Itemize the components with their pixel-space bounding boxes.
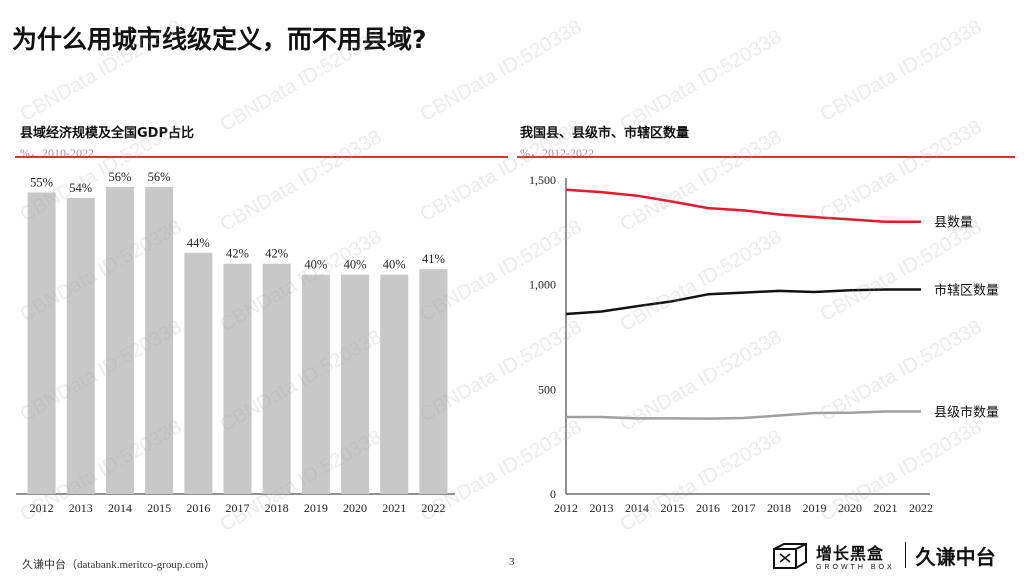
slide-title: 为什么用城市线级定义，而不用县域? — [12, 25, 427, 54]
line-x-tick-label: 2020 — [838, 501, 862, 515]
line-y-tick-label: 1,000 — [529, 278, 556, 292]
line-series-2 — [565, 288, 921, 316]
bar-value-label: 56% — [108, 170, 131, 184]
line-chart-title: 我国县、县级市、市辖区数量 — [520, 126, 690, 141]
page-number: 3 — [509, 556, 515, 568]
bar-2013 — [66, 197, 95, 494]
line-x-tick-label: 2012 — [554, 501, 578, 515]
line-x-tick-label: 2014 — [625, 501, 649, 515]
bar-chart-title: 县域经济规模及全国GDP占比 — [20, 126, 194, 141]
line-series-3 — [566, 410, 921, 420]
bar-x-tick-label: 2014 — [108, 501, 132, 515]
logo-separator — [904, 542, 906, 568]
bar-x-tick-label: 2021 — [382, 501, 406, 515]
bar-x-tick-label: 2017 — [226, 501, 250, 515]
bar-value-label: 56% — [148, 170, 171, 184]
line-series-label: 县级市数量 — [934, 405, 999, 421]
bar-value-label: 40% — [344, 258, 367, 272]
bar-value-label: 54% — [69, 181, 92, 195]
brand-logo: 增长黑盒 GROWTH BOX 久谦中台 — [770, 538, 996, 572]
bar-chart-divider — [15, 156, 508, 158]
line-x-tick-label: 2013 — [590, 501, 614, 515]
line-x-tick-label: 2021 — [874, 501, 898, 515]
line-y-tick-label: 0 — [550, 487, 556, 501]
bar-value-label: 44% — [187, 236, 210, 250]
bar-value-label: 41% — [422, 252, 445, 266]
bar-2014 — [105, 186, 134, 494]
line-y-tick-label: 1,500 — [529, 173, 556, 187]
bar-value-label: 40% — [304, 258, 327, 272]
line-x-tick-label: 2022 — [909, 501, 933, 515]
line-chart-divider — [517, 156, 1015, 158]
partner-name: 久谦中台 — [915, 544, 996, 569]
bar-2016 — [184, 252, 213, 494]
bar-2018 — [262, 263, 291, 494]
line-y-tick-label: 500 — [538, 382, 556, 396]
bar-x-tick-label: 2015 — [147, 501, 171, 515]
bar-x-tick-label: 2019 — [304, 501, 328, 515]
line-series-label: 县数量 — [934, 216, 973, 231]
line-x-tick-label: 2019 — [803, 501, 827, 515]
bar-x-tick-label: 2018 — [265, 501, 289, 515]
bar-2015 — [145, 186, 174, 494]
bar-2012 — [27, 192, 56, 494]
source-note: 久谦中台（databank.meritco-group.com） — [22, 558, 216, 571]
bar-2022 — [419, 269, 448, 494]
bar-2021 — [380, 274, 409, 494]
brand-name: 增长黑盒 — [816, 543, 885, 563]
bar-2020 — [341, 274, 370, 494]
bar-x-tick-label: 2016 — [186, 501, 210, 515]
bar-2019 — [301, 274, 330, 494]
bar-value-label: 40% — [383, 258, 406, 272]
line-x-tick-label: 2016 — [696, 501, 720, 515]
box-logo-icon — [773, 543, 807, 569]
bar-2017 — [223, 263, 252, 494]
line-series-1 — [565, 188, 921, 223]
line-series-label: 市辖区数量 — [934, 282, 999, 298]
line-x-tick-label: 2017 — [732, 501, 756, 515]
line-x-tick-label: 2015 — [661, 501, 685, 515]
bar-value-label: 42% — [265, 247, 288, 261]
bar-x-tick-label: 2013 — [69, 501, 93, 515]
bar-x-tick-label: 2020 — [343, 501, 367, 515]
bar-x-tick-label: 2022 — [421, 501, 445, 515]
bar-value-label: 42% — [226, 247, 249, 261]
bar-x-tick-label: 2012 — [30, 501, 54, 515]
brand-name-en: GROWTH BOX — [816, 563, 895, 571]
line-x-tick-label: 2018 — [767, 501, 791, 515]
bar-value-label: 55% — [30, 175, 53, 189]
